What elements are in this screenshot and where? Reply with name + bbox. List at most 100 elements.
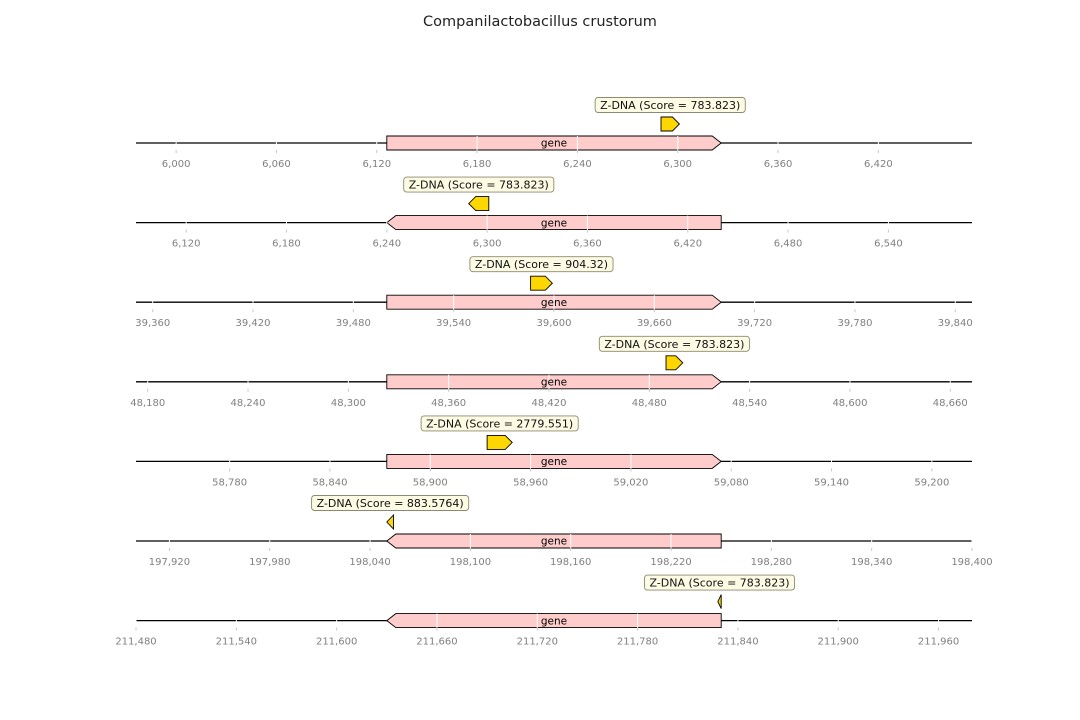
tick-label: 6,240 (372, 239, 401, 250)
tick-label: 48,660 (933, 398, 968, 409)
gene-label: gene (541, 615, 567, 627)
tick-label: 6,540 (874, 239, 903, 250)
tick-label: 58,900 (413, 477, 448, 488)
tick-label: 211,900 (818, 637, 859, 648)
track-1: 6,000 6,060 6,120 6,180 6,240 6,300 6,360 6,420… (136, 97, 972, 170)
tick-label: 58,840 (312, 477, 347, 488)
track-5: 58,780 58,840 58,900 58,960 59,020 59,080 59,1… (136, 415, 972, 488)
track-7: 211,480 211,540 211,600 211,660 211,720 211,7… (115, 574, 972, 648)
tick-label: 211,780 (617, 637, 658, 648)
tick-label: 6,420 (864, 159, 893, 170)
tick-label: 6,240 (563, 159, 592, 170)
tick-label: 48,540 (732, 398, 767, 409)
tick-label: 39,780 (837, 318, 872, 329)
tick-label: 6,480 (774, 239, 803, 250)
annotation-text: Z-DNA (Score = 883.5764) (317, 497, 464, 510)
tick-label: 6,000 (162, 159, 191, 170)
tick-label: 198,220 (650, 557, 691, 568)
annotation-box (644, 574, 796, 591)
tick-label: 6,180 (463, 159, 492, 170)
tick-label: 48,420 (531, 398, 566, 409)
annotation-box (469, 256, 614, 273)
tick-label: 6,180 (272, 239, 301, 250)
tick-label: 39,420 (236, 318, 271, 329)
tick-label: 6,300 (663, 159, 692, 170)
tick-label: 39,840 (938, 318, 973, 329)
annotation-text: Z-DNA (Score = 2779.551) (426, 417, 573, 430)
gene-arrow (386, 453, 722, 469)
tracks-container: 6,000 6,060 6,120 6,180 6,240 6,300 6,360 6,420… (115, 97, 993, 648)
gene-arrow (386, 374, 722, 390)
annotation-box (598, 335, 750, 352)
tick-label: 211,600 (316, 637, 357, 648)
gene-label: gene (541, 456, 567, 468)
tick-label: 39,600 (537, 318, 572, 329)
annotation-text: Z-DNA (Score = 783.823) (409, 179, 549, 192)
tick-label: 197,920 (149, 557, 190, 568)
z-dna-feature (530, 275, 553, 291)
tick-label: 6,120 (362, 159, 391, 170)
tick-label: 211,720 (517, 637, 558, 648)
tick-label: 198,040 (349, 557, 390, 568)
gene-label: gene (541, 297, 567, 309)
tick-label: 211,480 (115, 637, 156, 648)
tick-label: 48,300 (331, 398, 366, 409)
annotation-box (311, 495, 470, 511)
tick-label: 6,120 (172, 239, 201, 250)
track-3: 39,360 39,420 39,480 39,540 39,600 39,660 39,7… (135, 256, 973, 329)
tick-label: 39,540 (436, 318, 471, 329)
tick-label: 198,400 (951, 557, 992, 568)
tick-label: 211,960 (918, 637, 959, 648)
tick-label: 6,360 (764, 159, 793, 170)
tick-label: 48,600 (832, 398, 867, 409)
tick-label: 48,480 (632, 398, 667, 409)
track-4: 48,180 48,240 48,300 48,360 48,420 48,480 48,5… (130, 335, 972, 409)
gene-label: gene (541, 377, 567, 389)
gene-arrow (386, 215, 722, 231)
annotation-box (594, 97, 746, 113)
tick-label: 39,480 (336, 318, 371, 329)
tick-label: 59,080 (714, 477, 749, 488)
tick-label: 6,300 (473, 239, 502, 250)
figure-title: Companilactobacillus crustorum (423, 14, 657, 30)
tick-label: 39,360 (135, 318, 170, 329)
tick-label: 48,240 (231, 398, 266, 409)
annotation-text: Z-DNA (Score = 783.823) (649, 577, 789, 590)
annotation-box (420, 415, 579, 432)
track-6: 197,920 197,980 198,040 198,100 198,160 198,2… (136, 495, 993, 568)
annotation-text: Z-DNA (Score = 783.823) (604, 338, 744, 351)
z-dna-feature (486, 434, 513, 450)
gene-label: gene (541, 138, 567, 150)
tick-label: 211,540 (216, 637, 257, 648)
z-dna-feature (386, 513, 394, 531)
gene-label: gene (541, 536, 567, 548)
tick-label: 58,960 (513, 477, 548, 488)
annotation-text: Z-DNA (Score = 783.823) (600, 99, 740, 112)
tick-label: 211,840 (717, 637, 758, 648)
tick-label: 39,660 (637, 318, 672, 329)
z-dna-feature (468, 196, 490, 212)
tick-label: 198,340 (851, 557, 892, 568)
tick-label: 6,420 (673, 239, 702, 250)
tick-label: 48,180 (130, 398, 165, 409)
gene-label: gene (541, 217, 567, 229)
tick-label: 197,980 (249, 557, 290, 568)
tick-label: 58,780 (212, 477, 247, 488)
tick-label: 198,100 (450, 557, 491, 568)
gene-arrow (386, 135, 722, 151)
tick-label: 39,720 (737, 318, 772, 329)
tick-label: 59,140 (814, 477, 849, 488)
annotation-text: Z-DNA (Score = 904.32) (475, 258, 608, 271)
z-dna-feature (665, 355, 684, 371)
track-2: 6,120 6,180 6,240 6,300 6,360 6,420 6,480 6,540… (136, 176, 972, 250)
tick-label: 59,020 (613, 477, 648, 488)
tick-label: 6,360 (573, 239, 602, 250)
annotation-box (403, 176, 555, 193)
tick-label: 48,360 (431, 398, 466, 409)
tick-label: 211,660 (416, 637, 457, 648)
z-dna-feature (660, 116, 681, 132)
tick-label: 6,060 (262, 159, 291, 170)
z-dna-feature (717, 594, 722, 609)
tick-label: 198,160 (550, 557, 591, 568)
